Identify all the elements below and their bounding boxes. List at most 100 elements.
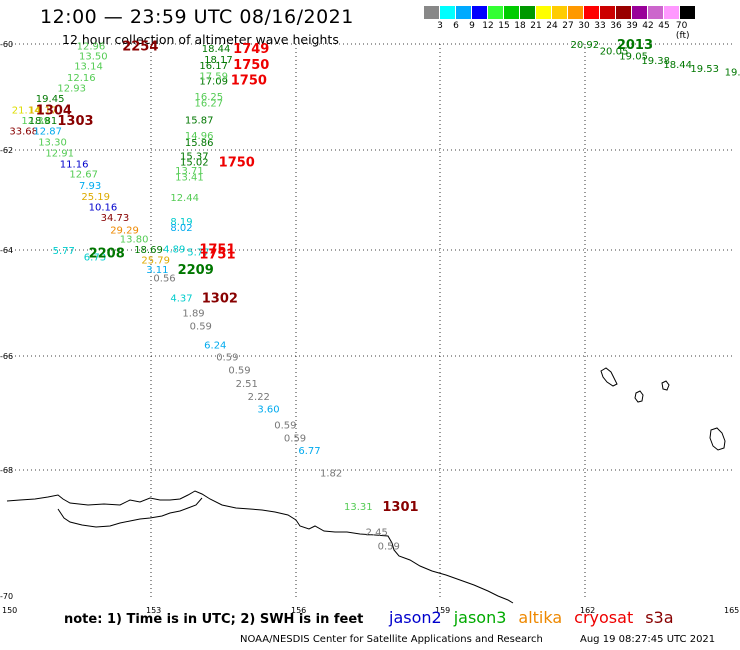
wave-height-value: 5.77 — [187, 248, 209, 259]
color-swatch — [456, 6, 472, 19]
graticule — [7, 43, 732, 598]
wave-height-value: 12.87 — [33, 126, 62, 137]
wave-height-value: 17.09 — [199, 77, 228, 88]
wave-height-value: 0.59 — [190, 321, 212, 332]
color-scale-label: 3 — [437, 21, 443, 31]
wave-height-value: 19.38 — [641, 56, 670, 67]
latitude-label: -60 — [0, 40, 13, 49]
wave-height-value: 20.92 — [571, 40, 600, 51]
wave-height-value: 12.67 — [69, 170, 98, 181]
wave-height-value: 19.05 — [619, 52, 648, 63]
pass-time-label: 1750 — [219, 156, 255, 171]
longitude-label: 150 — [2, 606, 17, 615]
wave-height-value: 1.82 — [320, 469, 342, 480]
color-scale-bar — [424, 6, 696, 19]
wave-height-value: 1.89 — [182, 309, 204, 320]
legend-s3a: s3a — [645, 608, 674, 627]
wave-height-value: 16.25 — [195, 92, 224, 103]
color-scale-label: 36 — [610, 21, 622, 31]
coastline-inlet — [57, 497, 203, 528]
wave-height-value: 14.17 — [29, 106, 58, 117]
color-swatch — [440, 6, 456, 19]
axis-labels: -60 -62 -64 -66 -68 -70 150 153 156 159 162 165 — [0, 40, 739, 615]
color-swatch — [520, 6, 536, 19]
color-scale-label: 15 — [498, 21, 510, 31]
legend-jason2: jason2 — [389, 608, 442, 627]
latitude-label: -66 — [0, 352, 13, 361]
latitude-label: -70 — [0, 592, 13, 601]
pass-time-label: 2013 — [617, 38, 653, 53]
wave-height-value: 13.30 — [38, 138, 67, 149]
color-swatch — [664, 6, 680, 19]
pass-time-label: 1749 — [233, 42, 269, 57]
color-scale-label: 6 — [453, 21, 459, 31]
color-swatch — [504, 6, 520, 19]
pass-time-label: 1751 — [199, 243, 235, 258]
color-scale-label: 30 — [578, 21, 590, 31]
color-swatch — [648, 6, 664, 19]
color-scale-label: 9 — [469, 21, 475, 31]
generated-timestamp: Aug 19 08:27:45 UTC 2021 — [580, 634, 716, 645]
wave-height-value: 13.14 — [74, 62, 103, 73]
color-scale-label: 70 (ft) — [675, 21, 690, 41]
wave-height-value: 15.87 — [185, 115, 214, 126]
pass-time-stamps: 2254130413031749175017501750175117512208… — [36, 38, 653, 515]
wave-height-value: 6.73 — [84, 252, 106, 263]
wave-height-value: 34.73 — [101, 213, 130, 224]
wave-height-value: 19. — [725, 68, 740, 79]
wave-height-value: 12.44 — [170, 193, 199, 204]
wave-height-value: 33.68 — [9, 126, 38, 137]
wave-height-value: 2.45 — [366, 528, 388, 539]
color-scale-label: 39 — [626, 21, 638, 31]
color-swatch — [424, 6, 440, 19]
color-scale-label: 45 — [658, 21, 670, 31]
wave-height-value: 15.37 — [180, 152, 209, 163]
latitude-label: -64 — [0, 246, 13, 255]
wave-height-value: 8.19 — [170, 217, 192, 228]
color-swatch — [552, 6, 568, 19]
island-1 — [600, 367, 618, 387]
color-swatch — [616, 6, 632, 19]
wave-height-value: 0.59 — [284, 434, 306, 445]
wave-height-value: 4.37 — [170, 294, 192, 305]
wave-height-value: 18.44 — [202, 44, 231, 55]
wave-height-value: 18.44 — [663, 60, 692, 71]
wave-height-value: 12.93 — [57, 83, 86, 94]
wave-height-value: 13.41 — [175, 173, 204, 184]
wave-height-value: 21.14 — [12, 106, 41, 117]
wave-height-value: 12.39 — [21, 116, 50, 127]
wave-height-value: 15.86 — [185, 138, 214, 149]
color-swatch — [472, 6, 488, 19]
longitude-label: 156 — [291, 606, 306, 615]
wave-height-value: 18.81 — [29, 116, 58, 127]
color-swatch — [536, 6, 552, 19]
color-swatch — [632, 6, 648, 19]
island-4 — [709, 427, 726, 451]
color-swatch — [600, 6, 616, 19]
color-scale-label: 21 — [530, 21, 542, 31]
island-2 — [634, 390, 644, 403]
color-scale-label: 12 — [482, 21, 494, 31]
wave-height-value: 11.16 — [60, 160, 89, 171]
wave-height-value: 3.60 — [257, 404, 279, 415]
pass-time-label: 1301 — [382, 500, 418, 515]
latitude-label: -62 — [0, 146, 13, 155]
wave-height-value: 12.96 — [77, 42, 106, 53]
wave-height-value: 20.05 — [600, 46, 629, 57]
wave-height-value: 16.27 — [195, 98, 224, 109]
wave-height-value: 7.93 — [79, 181, 101, 192]
wave-height-value: 12.91 — [45, 149, 74, 160]
legend-altika: altika — [518, 608, 563, 627]
wave-height-value: 29.29 — [110, 226, 139, 237]
color-swatch — [680, 6, 696, 19]
satellite-legend: jason2 jason3 altika cryosat s3a — [389, 608, 686, 627]
wave-height-value: 13.50 — [79, 52, 108, 63]
map-subtitle: 12 hour collection of altimeter wave hei… — [62, 32, 339, 47]
wave-height-value: 13.31 — [344, 502, 373, 513]
pass-time-label: 2254 — [122, 40, 158, 55]
wave-height-value: 0.59 — [274, 420, 296, 431]
wave-height-value: 18.69 — [134, 245, 163, 256]
wave-height-value: 0.59 — [378, 542, 400, 553]
wave-height-value: 16.17 — [199, 61, 228, 72]
